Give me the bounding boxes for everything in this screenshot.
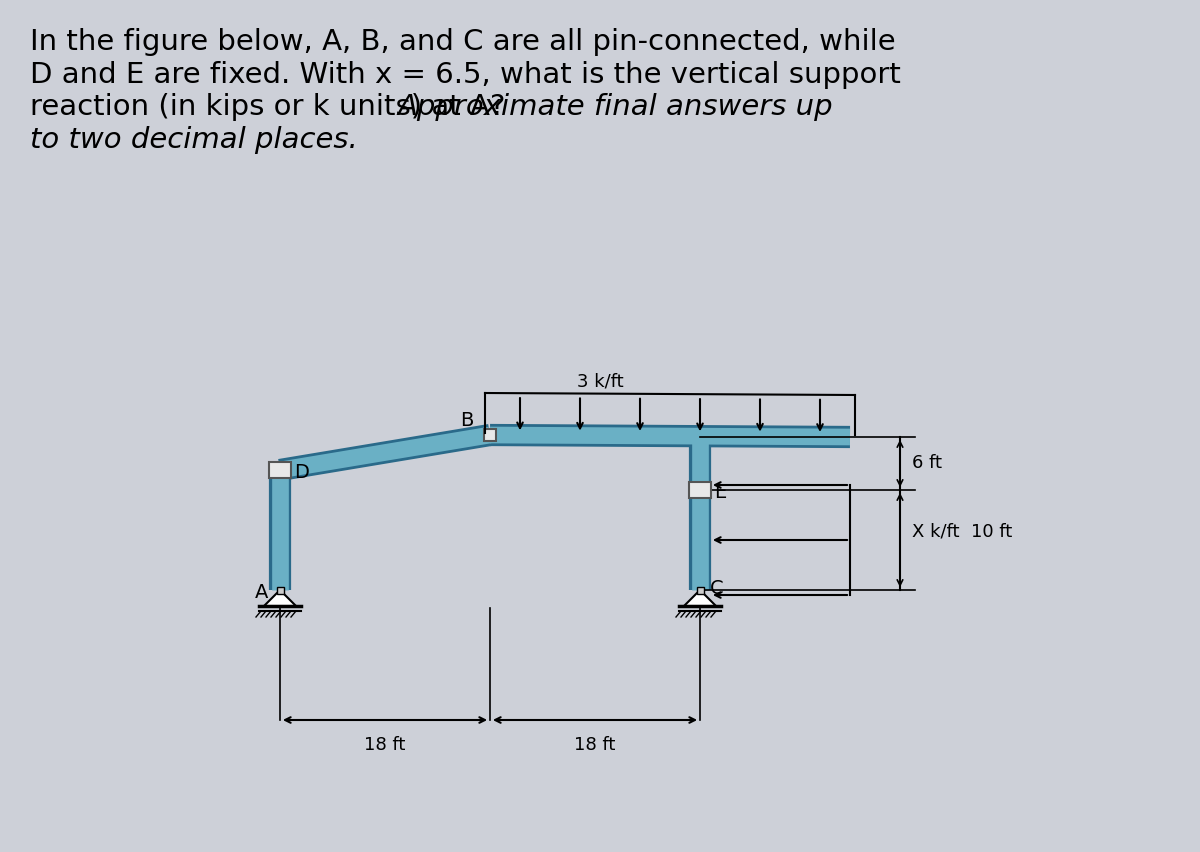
Bar xyxy=(484,429,496,441)
Bar xyxy=(697,587,704,594)
Text: B: B xyxy=(461,411,474,430)
Text: 18 ft: 18 ft xyxy=(365,736,406,754)
Bar xyxy=(689,482,710,498)
Text: D: D xyxy=(294,463,308,482)
Polygon shape xyxy=(264,590,296,606)
Text: 3 k/ft: 3 k/ft xyxy=(577,372,623,390)
Text: D and E are fixed. With x = 6.5, what is the vertical support: D and E are fixed. With x = 6.5, what is… xyxy=(30,60,901,89)
Text: reaction (in kips or k units) at A?: reaction (in kips or k units) at A? xyxy=(30,93,515,121)
Text: 18 ft: 18 ft xyxy=(575,736,616,754)
Text: C: C xyxy=(710,579,724,597)
Text: to two decimal places.: to two decimal places. xyxy=(30,125,358,153)
Text: In the figure below, A, B, and C are all pin-connected, while: In the figure below, A, B, and C are all… xyxy=(30,28,895,56)
Polygon shape xyxy=(684,590,716,606)
Text: X k/ft  10 ft: X k/ft 10 ft xyxy=(912,523,1013,541)
Text: A: A xyxy=(254,584,268,602)
Text: E: E xyxy=(714,483,726,503)
Text: 6 ft: 6 ft xyxy=(912,454,942,473)
Text: Approximate final answers up: Approximate final answers up xyxy=(397,93,833,121)
Bar xyxy=(269,462,292,478)
Bar xyxy=(277,587,284,594)
